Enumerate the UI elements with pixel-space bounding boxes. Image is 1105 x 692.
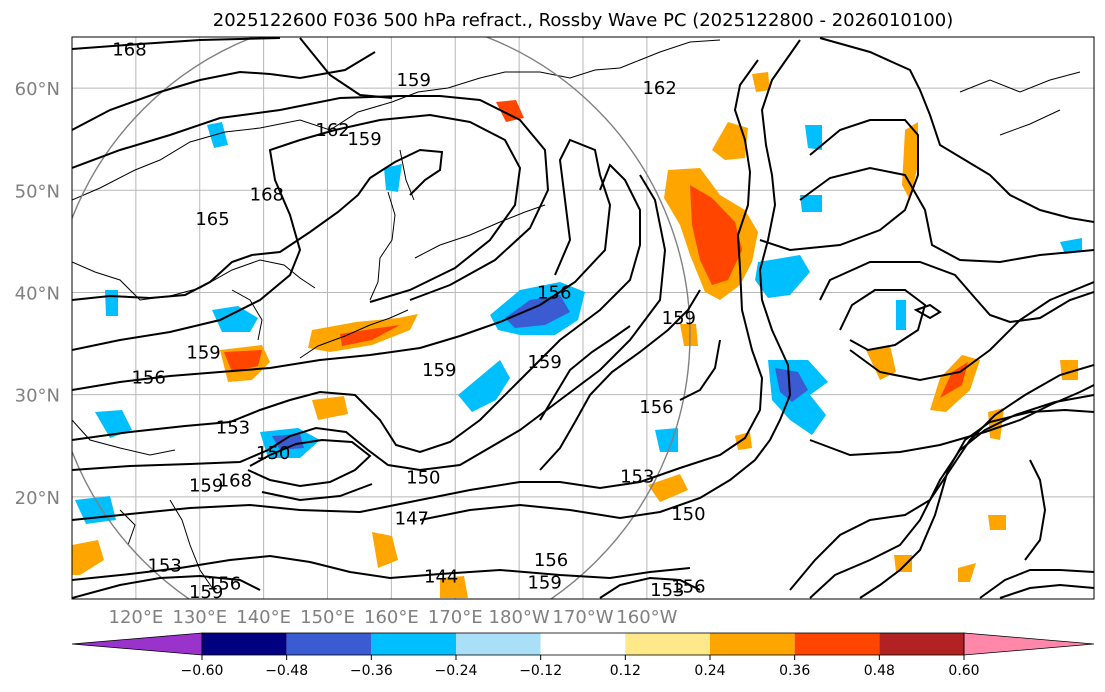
contour-label: 156 (207, 574, 241, 595)
contour-label: 153 (650, 580, 684, 601)
contour-label: 150 (256, 443, 290, 464)
contour-label: 147 (395, 508, 429, 529)
colorbar-tick-label: 0.24 (694, 663, 725, 679)
lon-tick-label: 160°E (364, 607, 419, 628)
reference-circle (72, 37, 691, 599)
contour-label: 168 (218, 470, 252, 491)
chart-title: 2025122600 F036 500 hPa refract., Rossby… (213, 10, 954, 31)
contour-label: 159 (662, 308, 696, 329)
colorbar-segment (710, 633, 795, 655)
colorbar-tick-label: −0.24 (435, 663, 478, 679)
lon-tick-label: 150°E (300, 607, 355, 628)
colorbar-segment (202, 633, 287, 655)
lat-tick-label: 20°N (15, 488, 60, 509)
contour-label: 150 (671, 504, 705, 525)
lon-tick-label: 180°W (489, 607, 550, 628)
lat-tick-label: 50°N (15, 181, 60, 202)
latitude-tick-labels: 20°N 30°N 40°N 50°N 60°N (15, 79, 60, 509)
contour-label: 156 (131, 367, 165, 388)
lon-tick-label: 170°E (428, 607, 483, 628)
colorbar-extend-high (963, 632, 1095, 656)
colorbar-tick-label: −0.60 (181, 663, 224, 679)
colorbar-tick-label: 0.60 (948, 663, 979, 679)
colorbar-segment (456, 633, 541, 655)
contour-label: 156 (671, 577, 705, 598)
contour-label: 159 (189, 582, 223, 603)
colorbar-tick-label: −0.36 (350, 663, 393, 679)
contour-label: 168 (112, 39, 146, 60)
contour-label: 162 (315, 120, 349, 141)
colorbar-extend-low (71, 632, 203, 656)
contour-label: 165 (195, 209, 229, 230)
contour-label: 159 (527, 573, 561, 594)
contour-label: 159 (186, 343, 220, 364)
lon-tick-label: 160°W (616, 607, 677, 628)
lon-tick-label: 140°E (236, 607, 291, 628)
contour-label: 168 (250, 184, 284, 205)
lat-tick-label: 60°N (15, 79, 60, 100)
contour-label: 144 (424, 567, 458, 588)
contour-label: 153 (147, 555, 181, 576)
contour-label: 159 (527, 352, 561, 373)
colorbar-outline (201, 632, 965, 656)
lon-tick-label: 120°E (109, 607, 164, 628)
lat-tick-label: 40°N (15, 283, 60, 304)
colorbar-segment (625, 633, 710, 655)
contour-label: 153 (216, 417, 250, 438)
map-frame (71, 36, 1095, 600)
contour-label: 156 (534, 550, 568, 571)
colorbar-tick-label: 0.36 (779, 663, 810, 679)
graticule (72, 37, 1094, 599)
colorbar-tick-label: 0.48 (864, 663, 895, 679)
contour-label: 159 (189, 476, 223, 497)
contour-label: 159 (422, 360, 456, 381)
colorbar-segment (540, 633, 626, 655)
contour-label: 159 (397, 70, 431, 91)
contour-label: 162 (642, 78, 676, 99)
lat-tick-label: 30°N (15, 386, 60, 407)
contour-label: 156 (639, 397, 673, 418)
contour-label: 159 (347, 129, 381, 150)
longitude-tick-labels: 120°E 130°E 140°E 150°E 160°E 170°E 180°W 170°W… (109, 607, 678, 628)
colorbar-segment (286, 633, 372, 655)
lon-tick-label: 130°E (172, 607, 227, 628)
contour-label: 156 (537, 282, 571, 303)
contour-label: 153 (620, 466, 654, 487)
colorbar: −0.60 −0.48 −0.36 −0.24 −0.12 0.12 0.24 0.36 0.4… (71, 632, 1095, 679)
colorbar-tick-label: −0.48 (265, 663, 308, 679)
colorbar-segment (794, 633, 880, 655)
contour-label: 150 (406, 467, 440, 488)
colorbar-segment (371, 633, 456, 655)
refractivity-contours (72, 37, 1094, 599)
colorbar-tick-label: −0.12 (519, 663, 562, 679)
colorbar-segment (879, 633, 964, 655)
lon-tick-label: 170°W (552, 607, 613, 628)
colorbar-tick-label: 0.12 (610, 663, 641, 679)
coastlines (72, 39, 1081, 593)
